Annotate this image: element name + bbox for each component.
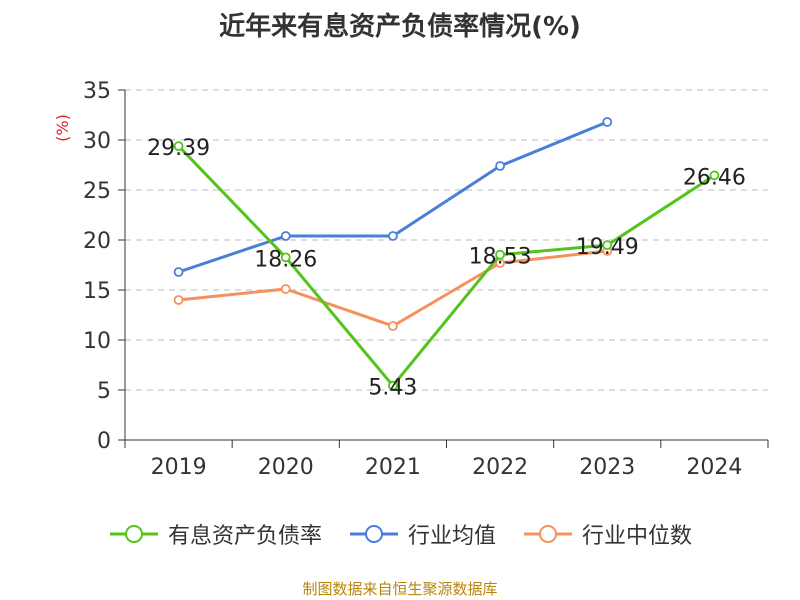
legend-item: 有息资产负债率 — [108, 518, 322, 550]
data-point — [602, 240, 613, 251]
chart-title: 近年来有息资产负债率情况(%) — [219, 12, 581, 42]
series — [173, 117, 720, 391]
source-text: 制图数据来自恒生聚源数据库 — [302, 580, 498, 598]
data-point — [495, 161, 505, 171]
data-point — [280, 284, 291, 294]
data-label: 5.43 — [368, 376, 417, 401]
y-tick-label: 15 — [83, 279, 111, 304]
data-point — [709, 170, 720, 181]
data-labels: 29.39 18.26 5.43 18.53 19.49 26.46 — [147, 136, 746, 401]
data-point — [388, 231, 398, 241]
legend-label: 行业中位数 — [582, 524, 693, 549]
data-point — [280, 252, 291, 263]
y-tick-label: 10 — [83, 329, 111, 354]
data-label: 26.46 — [683, 165, 746, 190]
data-point — [173, 141, 184, 152]
y-tick-label: 20 — [83, 229, 111, 254]
x-tick-label: 2020 — [258, 455, 314, 480]
legend-marker-icon — [109, 525, 158, 543]
data-point — [388, 321, 398, 331]
series-line-0 — [177, 145, 716, 388]
data-point — [173, 267, 184, 277]
y-axis-label: (%) — [53, 114, 72, 142]
legend-item: 行业中位数 — [522, 518, 692, 550]
data-label: 29.39 — [147, 136, 210, 161]
data-label: 18.26 — [254, 247, 317, 272]
y-tick-label: 5 — [97, 379, 111, 404]
y-tick-label: 25 — [83, 179, 111, 204]
data-point — [280, 231, 291, 241]
x-tick-label: 2022 — [472, 455, 528, 480]
legend-label: 行业均值 — [407, 524, 496, 549]
legend-marker-icon — [524, 525, 572, 543]
series-line-2 — [178, 249, 608, 328]
data-point — [388, 380, 398, 391]
x-tick-label: 2019 — [151, 455, 207, 480]
y-tick-label: 30 — [83, 129, 111, 154]
x-tick-label: 2021 — [365, 455, 421, 480]
data-label: 18.53 — [469, 245, 532, 270]
legend-marker-icon — [349, 525, 398, 543]
x-tick-label: 2023 — [579, 455, 635, 480]
axes: 0 5 10 15 20 25 30 35 2019 2020 2021 2022 2023 2024 (%… — [53, 79, 769, 480]
data-point — [602, 117, 613, 127]
x-tick-label: 2024 — [686, 455, 742, 480]
legend: 有息资产负债率 行业均值 行业中位数 — [0, 518, 800, 550]
legend-label: 有息资产负债率 — [167, 524, 322, 549]
data-point — [495, 249, 505, 260]
y-tick-label: 0 — [97, 429, 111, 454]
y-tick-label: 35 — [83, 79, 111, 104]
data-point — [173, 295, 184, 305]
legend-item: 行业均值 — [348, 518, 496, 550]
grid-lines — [125, 89, 768, 391]
data-label: 19.49 — [576, 235, 639, 260]
